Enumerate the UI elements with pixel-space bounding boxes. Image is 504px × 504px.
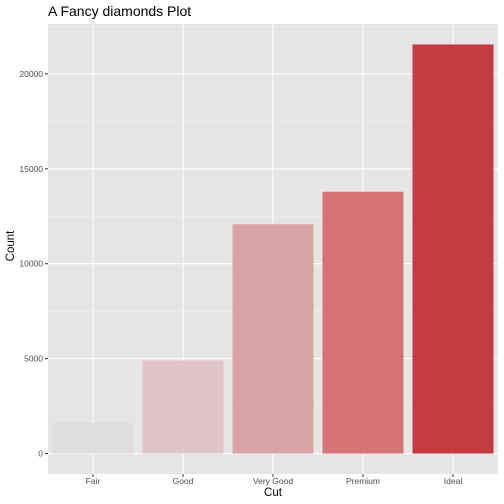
bars: [52, 44, 494, 454]
bar-fair: [52, 422, 134, 454]
y-tick-label: 20000: [19, 69, 43, 79]
x-tick-label: Premium: [346, 476, 380, 486]
x-axis-title: Cut: [264, 487, 283, 499]
y-tick-label: 15000: [19, 164, 43, 174]
chart-title: A Fancy diamonds Plot: [48, 3, 191, 19]
x-tick-label: Very Good: [253, 476, 293, 486]
x-axis: Fair Good Very Good Premium Ideal: [86, 474, 463, 486]
bar-ideal: [412, 44, 494, 454]
bar-very-good: [232, 224, 314, 454]
y-tick-label: 10000: [19, 259, 43, 269]
y-axis-title: Count: [5, 230, 17, 261]
bar-good: [142, 360, 224, 454]
y-axis: 0 5000 10000 15000 20000: [19, 69, 48, 459]
x-tick-label: Ideal: [444, 476, 463, 486]
x-tick-label: Good: [173, 476, 194, 486]
y-tick-label: 5000: [24, 354, 43, 364]
bar-premium: [322, 191, 404, 454]
x-tick-label: Fair: [86, 476, 101, 486]
y-tick-label: 0: [38, 449, 43, 459]
